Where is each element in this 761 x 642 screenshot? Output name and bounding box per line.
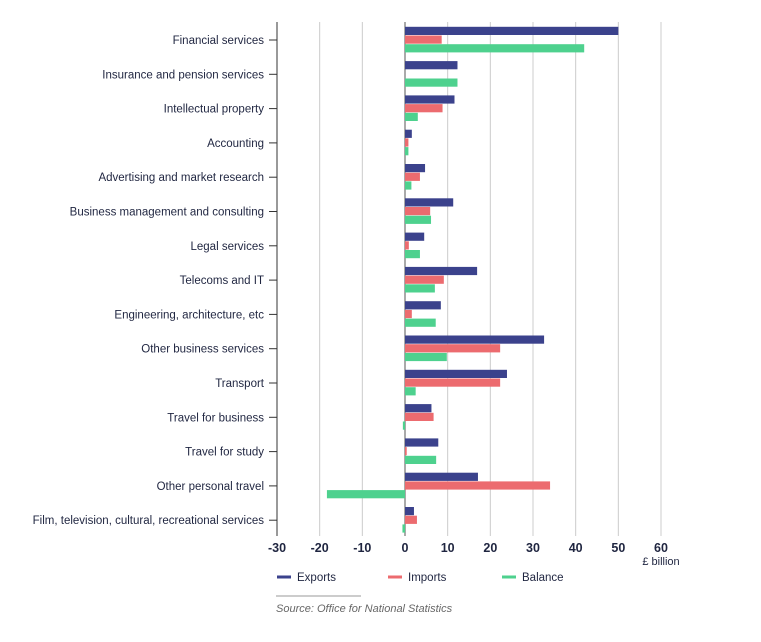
bar-balance-engineering-architecture-etc [405, 318, 436, 327]
bar-imports-telecoms-and-it [405, 275, 444, 284]
bar-imports-engineering-architecture-etc [405, 309, 412, 319]
bar-balance-accounting [405, 147, 409, 156]
bar-imports-business-management-and-consulting [405, 207, 431, 216]
x-tick-label: 0 [402, 541, 409, 555]
category-label-film-television-cultural-recreational-services: Film, television, cultural, recreational… [33, 515, 265, 527]
category-label-travel-for-business: Travel for business [167, 412, 264, 424]
bar-exports-film-television-cultural-recreational-services [405, 507, 414, 516]
bar-balance-other-personal-travel [326, 490, 405, 499]
bar-imports-other-personal-travel [405, 481, 551, 490]
category-label-advertising-and-market-research: Advertising and market research [98, 172, 264, 184]
bar-balance-advertising-and-market-research [405, 181, 412, 190]
bar-exports-intellectual-property [405, 95, 455, 104]
bar-balance-telecoms-and-it [405, 284, 435, 293]
bar-exports-insurance-and-pension-services [405, 61, 458, 70]
legend-label-exports: Exports [297, 572, 336, 584]
bar-imports-film-television-cultural-recreational-services [405, 515, 417, 524]
bars [326, 26, 619, 533]
axes [269, 22, 278, 536]
legend-label-balance: Balance [522, 572, 564, 584]
x-tick-label: 50 [611, 541, 625, 555]
bar-exports-accounting [405, 129, 412, 138]
bar-balance-travel-for-study [405, 455, 437, 464]
category-label-other-personal-travel: Other personal travel [157, 481, 264, 493]
category-label-insurance-and-pension-services: Insurance and pension services [102, 69, 264, 81]
bar-balance-legal-services [405, 250, 420, 259]
category-label-travel-for-study: Travel for study [185, 447, 264, 459]
bar-exports-advertising-and-market-research [405, 164, 426, 173]
category-labels: Financial services Insurance and pension … [33, 35, 265, 527]
bar-balance-travel-for-business [402, 421, 405, 430]
x-tick-label: 60 [654, 541, 668, 555]
bar-imports-intellectual-property [405, 104, 443, 113]
x-tick-label: 40 [569, 541, 583, 555]
bar-imports-travel-for-study [405, 447, 407, 456]
bar-imports-transport [405, 378, 501, 387]
category-label-telecoms-and-it: Telecoms and IT [180, 275, 264, 287]
x-tick-label: 20 [483, 541, 497, 555]
bar-imports-advertising-and-market-research [405, 172, 420, 181]
bar-exports-engineering-architecture-etc [405, 301, 441, 310]
bar-balance-business-management-and-consulting [405, 215, 432, 224]
bar-balance-intellectual-property [405, 112, 418, 121]
bar-exports-legal-services [405, 232, 425, 241]
bar-balance-insurance-and-pension-services [405, 78, 458, 87]
category-label-engineering-architecture-etc: Engineering, architecture, etc [114, 309, 264, 321]
bar-exports-other-business-services [405, 335, 545, 344]
x-tick-label: -20 [311, 541, 329, 555]
x-tick-labels: -30 -20 -10 0 10 20 30 40 50 60 [268, 541, 668, 555]
source-note: Source: Office for National Statistics [276, 603, 453, 615]
bar-exports-financial-services [405, 26, 619, 35]
category-label-other-business-services: Other business services [141, 344, 264, 356]
bar-imports-travel-for-business [405, 412, 434, 421]
category-label-financial-services: Financial services [173, 35, 265, 47]
x-axis-unit-label: £ billion [642, 556, 679, 568]
gridlines [319, 22, 662, 536]
bar-exports-travel-for-business [405, 404, 432, 413]
bar-imports-other-business-services [405, 344, 501, 353]
x-tick-label: -30 [268, 541, 286, 555]
legend-label-imports: Imports [408, 572, 447, 584]
bar-imports-legal-services [405, 241, 409, 250]
bar-balance-transport [405, 387, 416, 396]
x-tick-label: 30 [526, 541, 540, 555]
x-tick-label: -10 [353, 541, 371, 555]
bar-imports-accounting [405, 138, 409, 147]
bar-exports-travel-for-study [405, 438, 439, 447]
category-label-business-management-and-consulting: Business management and consulting [70, 207, 264, 219]
bar-balance-other-business-services [405, 352, 447, 362]
legend: Exports Imports Balance [277, 572, 564, 584]
category-label-accounting: Accounting [207, 138, 264, 150]
category-label-intellectual-property: Intellectual property [164, 104, 265, 116]
x-tick-label: 10 [441, 541, 455, 555]
bar-balance-film-television-cultural-recreational-services [402, 524, 405, 533]
bar-exports-transport [405, 369, 507, 378]
bar-exports-business-management-and-consulting [405, 198, 454, 207]
category-label-legal-services: Legal services [190, 241, 264, 253]
bar-imports-financial-services [405, 35, 442, 44]
category-label-transport: Transport [215, 378, 265, 390]
bar-exports-other-personal-travel [405, 472, 478, 481]
bar-exports-telecoms-and-it [405, 266, 478, 276]
bar-balance-financial-services [405, 44, 585, 53]
